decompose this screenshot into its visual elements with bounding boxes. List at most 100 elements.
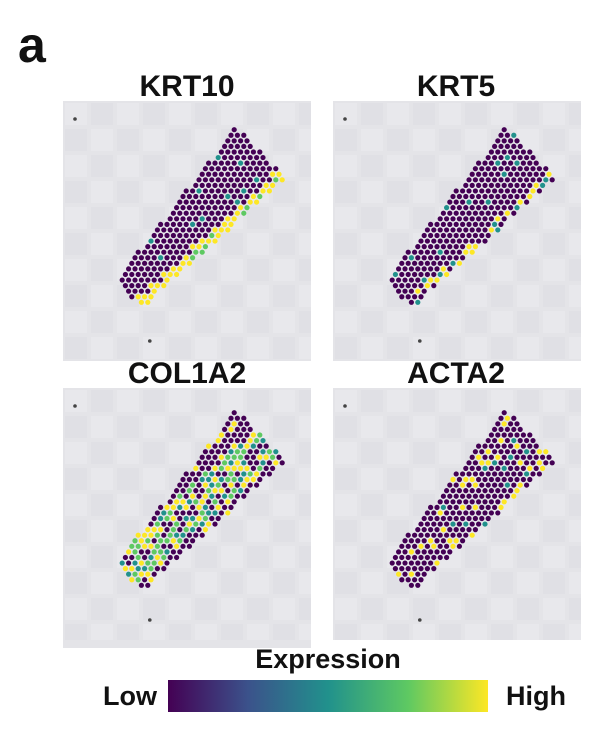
expression-spot (508, 465, 514, 471)
expression-spot (501, 488, 507, 494)
expression-spot (257, 465, 263, 471)
expression-spot (501, 127, 507, 133)
expression-spot (263, 443, 269, 449)
background-tile (335, 598, 357, 620)
expression-spot (228, 471, 234, 477)
expression-spot (482, 160, 488, 166)
expression-spot (206, 182, 212, 188)
background-tile (221, 520, 243, 542)
background-tile (543, 572, 565, 594)
expression-spot (132, 266, 138, 272)
expression-spot (428, 244, 434, 250)
background-tile (247, 572, 269, 594)
expression-spot (530, 177, 536, 183)
expression-spot (412, 260, 418, 266)
expression-spot (485, 471, 491, 477)
expression-spot (170, 504, 176, 510)
expression-spot (148, 271, 154, 278)
expression-spot (476, 193, 482, 200)
expression-spot (408, 288, 414, 294)
expression-spot (431, 543, 437, 549)
expression-spot (196, 221, 202, 227)
expression-spot (158, 560, 164, 566)
expression-spot (434, 232, 440, 239)
expression-spot (418, 554, 424, 561)
expression-spot (408, 549, 414, 555)
expression-spot (190, 515, 196, 522)
background-tile (335, 337, 357, 359)
expression-spot (158, 232, 164, 239)
expression-spot (463, 193, 469, 200)
expression-spot (222, 493, 228, 499)
expression-spot (472, 504, 478, 510)
background-tile (247, 259, 269, 281)
expression-spot (476, 160, 482, 166)
expression-spot (129, 566, 135, 572)
expression-spot (405, 283, 411, 289)
background-tile (569, 468, 581, 490)
expression-spot (202, 460, 208, 466)
expression-spot (450, 488, 456, 494)
background-tile (117, 416, 139, 438)
expression-spot (476, 238, 482, 244)
expression-spot (501, 205, 507, 211)
expression-spot (254, 437, 260, 444)
expression-spot (212, 205, 218, 211)
expression-spot (463, 521, 469, 527)
expression-spot (215, 437, 221, 444)
expression-spot (164, 232, 170, 239)
expression-spot (257, 432, 263, 438)
expression-spot (495, 476, 501, 483)
expression-spot (444, 227, 450, 233)
expression-spot (536, 177, 542, 183)
expression-spot (244, 476, 250, 483)
background-tile (569, 546, 581, 568)
expression-spot (485, 221, 491, 227)
expression-spot (498, 132, 504, 138)
expression-spot (145, 288, 151, 294)
expression-spot (167, 499, 173, 505)
expression-spot (421, 277, 427, 283)
background-tile (65, 520, 87, 542)
expression-spot (405, 543, 411, 549)
expression-spot (533, 160, 539, 166)
expression-spot (437, 532, 443, 538)
expression-spot (511, 415, 517, 421)
expression-spot (186, 510, 192, 516)
expression-spot (479, 515, 485, 522)
expression-spot (543, 177, 549, 183)
expression-spot (190, 482, 196, 488)
expression-spot (476, 465, 482, 471)
background-tile (569, 572, 581, 594)
background-tile (491, 416, 513, 438)
expression-spot (193, 510, 199, 516)
expression-spot (196, 482, 202, 488)
expression-spot (164, 221, 170, 227)
background-tile (299, 285, 311, 307)
expression-spot (151, 255, 157, 261)
expression-spot (202, 210, 208, 216)
expression-spot (488, 227, 494, 233)
background-tile (387, 181, 409, 203)
expression-spot (228, 504, 234, 510)
background-tile (91, 181, 113, 203)
expression-spot (408, 299, 414, 305)
background-tile (299, 546, 311, 568)
expression-spot (177, 504, 183, 510)
background-tile (195, 337, 217, 359)
background-tile (361, 624, 383, 640)
expression-spot (428, 232, 434, 239)
expression-spot (225, 149, 231, 155)
background-tile (247, 155, 269, 177)
expression-spot (508, 171, 514, 177)
background-tile (387, 468, 409, 490)
expression-spot (511, 460, 517, 466)
background-tile (361, 468, 383, 490)
expression-spot (434, 515, 440, 522)
legend-low-label: Low (103, 681, 157, 711)
background-tile (491, 337, 513, 359)
expression-spot (444, 499, 450, 505)
expression-spot (132, 560, 138, 566)
background-tile (143, 155, 165, 177)
expression-spot (215, 199, 221, 205)
